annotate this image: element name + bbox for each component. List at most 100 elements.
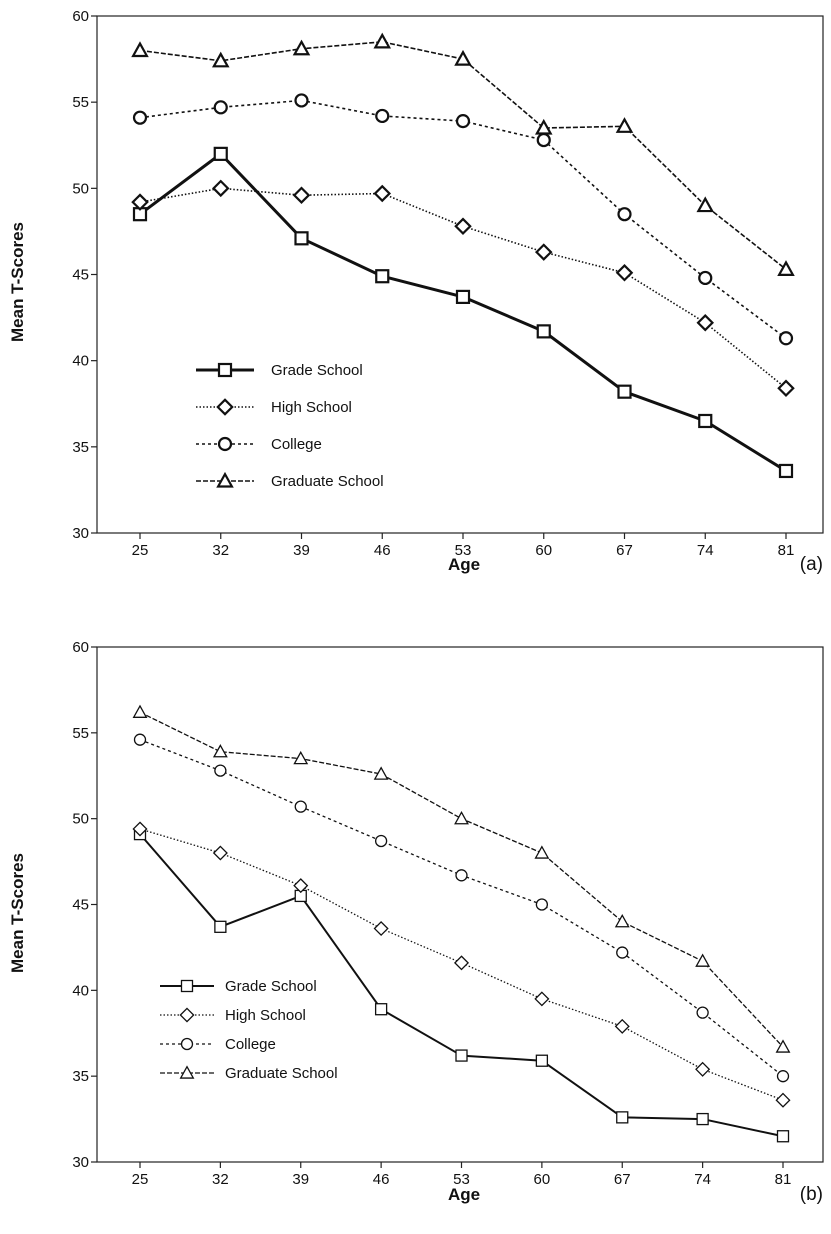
data-point-marker [455,289,471,305]
y-tick-label: 60 [72,639,89,656]
data-point-marker [453,955,470,971]
y-axis-title: Mean T-Scores [8,222,27,342]
y-tick-label: 60 [72,8,89,25]
panel-label-a: (a) [800,554,823,575]
y-tick-label: 40 [72,982,89,999]
data-point-marker [535,1054,549,1067]
y-tick-label: 35 [72,439,89,456]
data-point-marker [778,331,794,346]
data-point-marker [454,811,469,825]
legend-item: Grade School [196,362,363,379]
series-grade-school [132,146,794,479]
x-tick-label: 53 [455,542,472,559]
legend-label: College [271,436,322,453]
x-axis-title: Age [448,555,480,574]
x-tick-label: 25 [132,1171,149,1188]
legend-marker [179,1007,195,1023]
legend-label: Graduate School [271,473,384,490]
data-point-marker [778,463,794,479]
legend-label: High School [225,1007,306,1024]
panel-label-b: (b) [800,1184,823,1205]
data-point-marker [534,845,550,859]
legend-label: High School [271,399,352,416]
data-point-marker [454,49,472,66]
legend: Grade School High School College Graduate S… [196,362,384,490]
legend-item: Graduate School [160,1065,338,1082]
legend-item: Grade School [160,978,317,995]
legend-marker [216,471,234,488]
y-axis-title: Mean T-Scores [8,853,27,973]
data-point-marker [212,744,228,758]
x-axis-title: Age [448,1185,480,1204]
plot-area-frame [96,646,824,1163]
data-point-marker [614,914,630,928]
series-college [133,733,790,1083]
data-point-marker [455,1049,468,1062]
legend-marker [217,436,233,452]
data-point-marker [294,93,309,108]
legend-label: College [225,1036,276,1053]
data-point-marker [292,39,311,56]
data-point-marker [293,750,309,765]
x-tick-label: 74 [697,542,714,559]
data-point-marker [211,179,230,198]
chart-panel-a: 30 35 40 45 50 55 60 25 32 39 46 53 60 67 74 81 Grade … [8,8,824,575]
series-graduate-school [132,704,791,1053]
data-point-marker [617,384,632,399]
x-tick-label: 39 [293,542,310,559]
data-point-marker [615,264,634,282]
data-point-marker [616,946,629,959]
data-point-marker [776,1070,790,1083]
y-tick-label: 45 [72,897,89,914]
legend-label: Graduate School [225,1065,338,1082]
y-tick-label: 30 [72,1154,89,1171]
data-point-marker [534,118,553,135]
series-layer [131,32,795,479]
series-grade-school [133,827,790,1143]
legend-label: Grade School [225,978,317,995]
data-point-marker [455,114,471,129]
legend-marker [179,1065,195,1079]
x-tick-label: 81 [778,542,795,559]
data-point-marker [131,193,149,211]
data-point-marker [698,413,713,429]
legend-label: Grade School [271,362,363,379]
data-point-marker [211,51,230,68]
x-tick-label: 53 [453,1171,470,1188]
series-line [139,187,787,389]
data-point-marker [293,878,309,894]
chart-panel-b: 30 35 40 45 50 55 60 25 32 39 46 53 60 67 74 81 Grade … [8,639,824,1205]
data-point-marker [696,1112,709,1126]
data-point-marker [536,324,551,339]
data-point-marker [535,898,549,911]
data-point-marker [696,196,715,213]
y-tick-label: 55 [72,725,89,742]
data-point-marker [696,1006,709,1019]
data-point-marker [374,1003,388,1016]
x-axis-ticks: 25 32 39 46 53 60 67 74 81 [132,533,795,559]
legend: Grade School High School College Graduate S… [160,978,338,1082]
data-point-marker [534,243,553,261]
data-point-marker [132,821,148,837]
y-tick-label: 35 [72,1068,89,1085]
x-tick-label: 46 [374,542,391,559]
x-tick-label: 60 [534,1171,551,1188]
data-point-marker [534,991,550,1007]
data-point-marker [294,231,309,246]
legend-marker [180,1037,194,1051]
series-high-school [131,179,795,397]
data-point-marker [373,32,392,49]
x-tick-label: 67 [614,1171,631,1188]
data-point-marker [617,207,632,222]
data-point-marker [698,270,713,286]
data-point-marker [455,869,468,882]
data-point-marker [375,108,390,124]
data-point-marker [616,1111,629,1124]
data-point-marker [615,117,634,133]
data-point-marker [777,379,795,397]
data-point-marker [214,920,227,933]
data-point-marker [695,1061,711,1077]
y-axis-ticks: 30 35 40 45 50 55 60 [72,8,97,542]
x-tick-label: 46 [373,1171,390,1188]
